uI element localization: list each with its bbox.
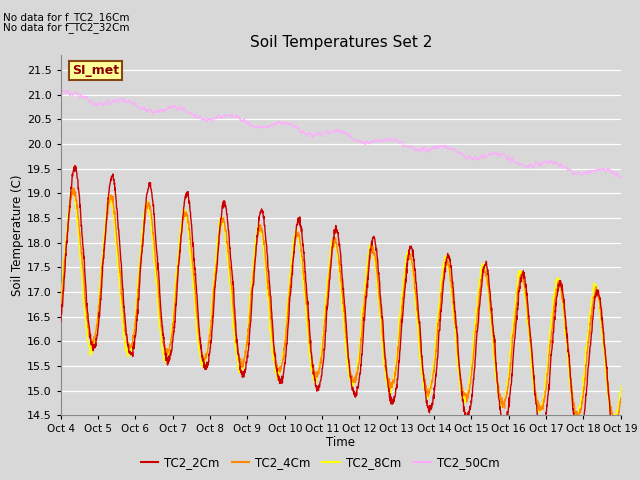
Text: SI_met: SI_met xyxy=(72,64,119,77)
X-axis label: Time: Time xyxy=(326,436,355,449)
Y-axis label: Soil Temperature (C): Soil Temperature (C) xyxy=(12,174,24,296)
Text: No data for f_TC2_32Cm: No data for f_TC2_32Cm xyxy=(3,22,130,33)
Title: Soil Temperatures Set 2: Soil Temperatures Set 2 xyxy=(250,35,432,50)
Text: No data for f_TC2_16Cm: No data for f_TC2_16Cm xyxy=(3,12,130,23)
Legend: TC2_2Cm, TC2_4Cm, TC2_8Cm, TC2_50Cm: TC2_2Cm, TC2_4Cm, TC2_8Cm, TC2_50Cm xyxy=(136,452,504,474)
